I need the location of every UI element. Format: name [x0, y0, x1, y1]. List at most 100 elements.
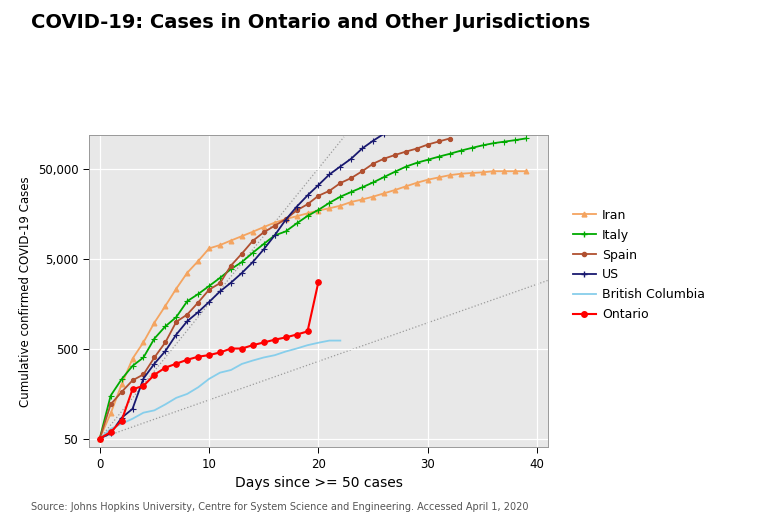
- US: [511, 85, 520, 92]
- US: [380, 131, 389, 137]
- US: [139, 375, 148, 382]
- Ontario: [139, 383, 148, 389]
- British Columbia: [249, 357, 258, 363]
- Spain: [259, 229, 269, 236]
- Line: Spain: Spain: [97, 136, 452, 440]
- Italy: [117, 376, 127, 382]
- British Columbia: [259, 354, 269, 360]
- Italy: [171, 314, 181, 320]
- Spain: [194, 300, 203, 306]
- Ontario: [117, 418, 127, 424]
- Italy: [139, 354, 148, 360]
- Italy: [511, 137, 520, 143]
- Iran: [171, 285, 181, 292]
- Italy: [336, 193, 345, 200]
- US: [161, 348, 170, 354]
- Italy: [281, 228, 290, 235]
- Iran: [456, 171, 466, 177]
- Italy: [205, 283, 214, 289]
- Iran: [380, 190, 389, 197]
- Spain: [368, 161, 378, 167]
- Italy: [499, 138, 509, 145]
- British Columbia: [215, 370, 225, 376]
- Iran: [336, 203, 345, 209]
- US: [467, 92, 476, 98]
- Spain: [380, 155, 389, 162]
- Italy: [161, 323, 170, 330]
- Italy: [237, 259, 246, 265]
- British Columbia: [281, 348, 290, 355]
- US: [95, 435, 104, 441]
- Spain: [401, 149, 411, 155]
- Ontario: [194, 354, 203, 360]
- Iran: [423, 177, 432, 183]
- Iran: [434, 174, 443, 180]
- Spain: [106, 401, 115, 408]
- US: [478, 88, 487, 95]
- Spain: [237, 251, 246, 257]
- Italy: [95, 435, 104, 441]
- US: [456, 95, 466, 101]
- US: [237, 270, 246, 276]
- US: [226, 280, 235, 286]
- US: [205, 299, 214, 305]
- British Columbia: [95, 435, 104, 441]
- US: [194, 309, 203, 315]
- US: [423, 110, 432, 116]
- Italy: [445, 151, 455, 157]
- Iran: [292, 213, 301, 219]
- Spain: [161, 339, 170, 345]
- Spain: [357, 168, 367, 174]
- Iran: [489, 168, 498, 174]
- Spain: [336, 180, 345, 186]
- US: [357, 146, 367, 152]
- British Columbia: [237, 361, 246, 367]
- US: [259, 246, 269, 252]
- US: [106, 430, 115, 436]
- Ontario: [183, 357, 192, 363]
- Spain: [423, 141, 432, 148]
- Iran: [347, 199, 356, 205]
- Italy: [106, 393, 115, 399]
- Italy: [347, 189, 356, 195]
- Ontario: [270, 336, 279, 343]
- Italy: [412, 160, 422, 166]
- Spain: [391, 152, 400, 158]
- Italy: [215, 275, 225, 281]
- Line: Ontario: Ontario: [97, 279, 321, 441]
- Ontario: [281, 334, 290, 341]
- Iran: [215, 242, 225, 248]
- Iran: [478, 169, 487, 175]
- Spain: [434, 138, 443, 145]
- Italy: [303, 213, 312, 219]
- Italy: [226, 266, 235, 272]
- British Columbia: [292, 345, 301, 352]
- Line: Iran: Iran: [97, 169, 529, 441]
- Iran: [95, 435, 104, 441]
- Ontario: [128, 386, 137, 393]
- British Columbia: [270, 352, 279, 358]
- British Columbia: [106, 426, 115, 432]
- Text: COVID-19: Cases in Ontario and Other Jurisdictions: COVID-19: Cases in Ontario and Other Jur…: [31, 13, 590, 32]
- Spain: [226, 263, 235, 269]
- Italy: [522, 135, 531, 141]
- Spain: [249, 238, 258, 244]
- US: [325, 171, 334, 177]
- Iran: [522, 168, 531, 174]
- Iran: [445, 172, 455, 178]
- Italy: [183, 298, 192, 304]
- Italy: [292, 220, 301, 227]
- Ontario: [303, 328, 312, 334]
- Text: Source: Johns Hopkins University, Centre for System Science and Engineering. Acc: Source: Johns Hopkins University, Centre…: [31, 502, 528, 512]
- Spain: [117, 389, 127, 395]
- Italy: [325, 200, 334, 206]
- British Columbia: [303, 342, 312, 348]
- US: [292, 204, 301, 210]
- US: [128, 406, 137, 412]
- Ontario: [249, 342, 258, 348]
- Italy: [259, 241, 269, 247]
- Spain: [303, 201, 312, 207]
- Spain: [445, 135, 455, 141]
- Italy: [391, 168, 400, 175]
- Spain: [95, 435, 104, 441]
